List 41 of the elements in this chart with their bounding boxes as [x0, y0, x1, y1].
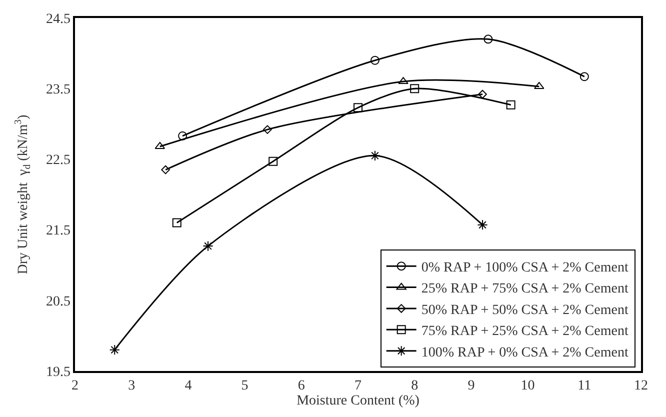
legend-label: 100% RAP + 0% CSA + 2% Cement	[421, 345, 628, 360]
legend-label: 0% RAP + 100% CSA + 2% Cement	[421, 260, 628, 276]
point	[534, 82, 544, 89]
legend-label: 50% RAP + 50% CSA + 2% Cement	[421, 302, 628, 318]
point	[268, 156, 278, 166]
point	[506, 100, 516, 110]
x-tick-label: 6	[298, 378, 305, 394]
x-tick-label: 7	[354, 378, 362, 394]
point	[370, 150, 380, 161]
y-tick-label: 20.5	[46, 294, 70, 310]
point	[478, 90, 487, 99]
x-tick-label: 3	[128, 378, 136, 394]
y-tick-label: 22.5	[46, 153, 70, 168]
x-tick-label: 5	[241, 378, 248, 394]
y-tick-label: 23.5	[46, 82, 70, 98]
point	[202, 240, 214, 252]
point	[370, 56, 380, 65]
point	[410, 84, 420, 94]
legend-label: 75% RAP + 25% CSA + 2% Cement	[421, 324, 628, 340]
y-tick-label: 24.5	[46, 12, 70, 27]
point	[484, 34, 493, 44]
point	[178, 131, 188, 140]
point	[172, 218, 182, 228]
x-tick-label: 9	[468, 378, 475, 394]
point	[477, 220, 488, 230]
y-tick-label: 21.5	[46, 224, 70, 239]
legend-label: 25% RAP + 75% CSA + 2% Cement	[421, 282, 628, 297]
point	[109, 344, 120, 356]
point	[580, 72, 589, 82]
x-tick-label: 12	[634, 378, 648, 394]
point	[263, 125, 272, 134]
x-tick-label: 2	[72, 378, 78, 394]
x-tick-label: 8	[411, 378, 418, 394]
x-axis-title: Moisture Content (%)	[296, 394, 420, 409]
point	[161, 165, 170, 174]
x-tick-label: 11	[578, 378, 592, 394]
y-tick-label: 19.5	[46, 364, 70, 380]
point	[354, 103, 362, 112]
point	[398, 77, 408, 84]
x-tick-label: 4	[184, 378, 192, 394]
x-tick-label: 10	[520, 378, 535, 394]
